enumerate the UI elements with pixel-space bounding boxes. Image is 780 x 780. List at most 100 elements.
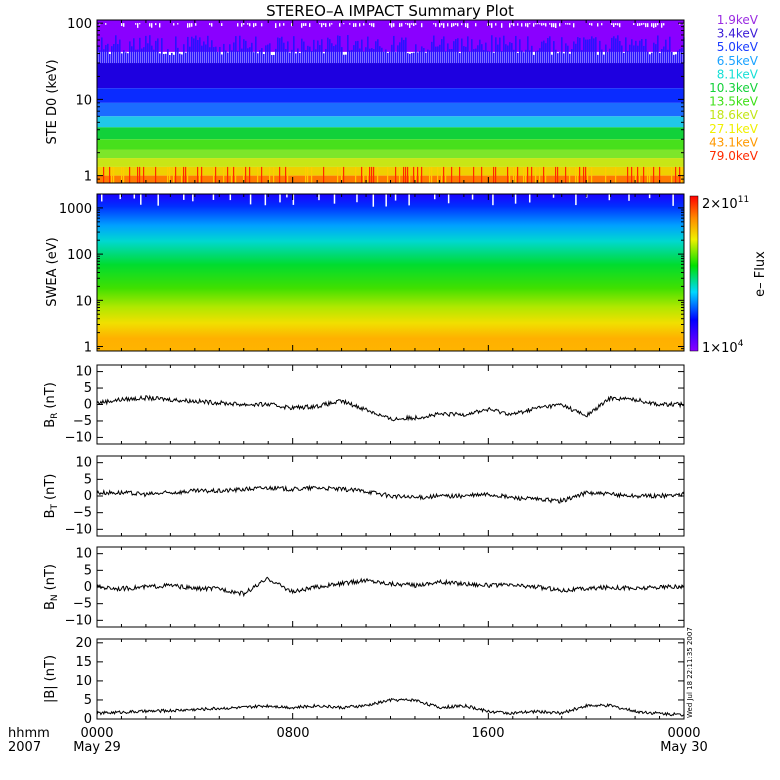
ste-spike bbox=[365, 47, 367, 64]
ste-spike bbox=[347, 35, 349, 64]
ste-spike bbox=[337, 35, 339, 64]
ste-spike bbox=[407, 23, 409, 26]
ste-spike bbox=[649, 166, 651, 183]
swea-gap bbox=[372, 194, 375, 207]
ste-spike bbox=[103, 166, 105, 183]
ste-spike bbox=[105, 45, 107, 64]
ste-spike bbox=[269, 166, 271, 183]
ste-spike bbox=[551, 23, 553, 28]
ste-spike bbox=[555, 166, 557, 183]
ste-spike bbox=[295, 53, 297, 64]
ste-spike bbox=[325, 48, 327, 64]
ste-spike bbox=[655, 44, 657, 64]
ste-spike bbox=[519, 39, 521, 64]
ste-spike bbox=[443, 166, 445, 183]
ste-spike bbox=[361, 39, 363, 64]
xtick-0000-end: 0000 bbox=[667, 726, 700, 741]
ste-spike bbox=[523, 52, 525, 64]
ste-spike bbox=[109, 54, 111, 64]
ste-spike bbox=[515, 35, 517, 64]
ste-spike bbox=[637, 23, 639, 27]
ste-spike bbox=[371, 166, 373, 183]
ste-spike bbox=[245, 166, 247, 183]
ste-spike bbox=[681, 166, 683, 183]
ste-spike bbox=[435, 23, 437, 27]
ste-spike bbox=[589, 39, 591, 64]
ste-spike bbox=[363, 23, 365, 26]
ste-band bbox=[97, 158, 684, 167]
ste-spike bbox=[301, 23, 303, 28]
br-series-line bbox=[96, 394, 685, 422]
ste-spike bbox=[489, 23, 491, 26]
ste-spike bbox=[607, 51, 609, 64]
ste-spike bbox=[369, 23, 371, 25]
ste-spike bbox=[525, 49, 527, 64]
colorbar-label: e– Flux bbox=[753, 251, 768, 297]
ste-spike bbox=[259, 50, 261, 64]
ste-spike bbox=[241, 48, 243, 64]
ste-spike bbox=[597, 23, 599, 27]
ste-spike bbox=[107, 43, 109, 64]
xtick-1600: 1600 bbox=[471, 726, 504, 741]
ste-spike bbox=[631, 166, 633, 183]
ste-spike bbox=[121, 166, 123, 183]
ste-spike bbox=[381, 47, 383, 64]
ste-spike bbox=[137, 166, 139, 183]
swea-gap bbox=[119, 194, 121, 200]
swea-gap bbox=[212, 194, 215, 200]
ste-spike bbox=[471, 39, 473, 64]
ste-spike bbox=[653, 166, 655, 183]
swea-gap bbox=[318, 194, 320, 201]
ste-spike bbox=[527, 36, 529, 64]
ste-spike bbox=[413, 52, 415, 64]
swea-gap bbox=[101, 194, 103, 202]
ste-spike bbox=[377, 39, 379, 64]
ste-spike bbox=[353, 23, 355, 27]
ste-spike bbox=[415, 23, 417, 25]
ste-spike bbox=[573, 23, 575, 28]
energy-channel-label: 18.6keV bbox=[709, 108, 759, 122]
ste-spike bbox=[399, 23, 401, 28]
ste-spike bbox=[663, 23, 665, 26]
ste-spike bbox=[455, 39, 457, 64]
ste-spike bbox=[535, 23, 537, 25]
ste-spike bbox=[315, 49, 317, 64]
ste-spike bbox=[679, 23, 681, 25]
ste-spike bbox=[213, 47, 215, 64]
ste-spike bbox=[177, 23, 179, 25]
ste-spike bbox=[513, 166, 515, 183]
ste-spike bbox=[255, 36, 257, 64]
ste-spike bbox=[593, 38, 595, 64]
ste-spike bbox=[479, 39, 481, 64]
ste-spike bbox=[547, 38, 549, 64]
ste-band bbox=[97, 139, 684, 150]
ste-spike bbox=[321, 23, 323, 28]
ste-spike bbox=[493, 166, 495, 183]
ste-spike bbox=[171, 52, 173, 64]
ste-spike bbox=[183, 44, 185, 64]
bmag-frame bbox=[96, 638, 685, 720]
ste-spike bbox=[199, 37, 201, 64]
ste-spike bbox=[411, 23, 413, 25]
ste-spike bbox=[97, 45, 99, 64]
ste-spike bbox=[253, 23, 255, 28]
ste-spike bbox=[281, 36, 283, 64]
ste-spike bbox=[383, 51, 385, 64]
ste-spike bbox=[123, 23, 125, 27]
ste-spike bbox=[309, 23, 311, 27]
ste-spike bbox=[195, 35, 197, 64]
ste-spike bbox=[299, 52, 301, 64]
ste-spike bbox=[537, 50, 539, 64]
swea-gap bbox=[140, 194, 142, 205]
ste-spike bbox=[99, 50, 101, 64]
ste-spike bbox=[393, 23, 395, 27]
ste-spike bbox=[651, 52, 653, 64]
ste-spike bbox=[453, 23, 455, 27]
ste-spike bbox=[291, 49, 293, 64]
y-tick-label: −10 bbox=[65, 522, 92, 537]
ste-spike bbox=[675, 54, 677, 64]
ste-spike bbox=[425, 52, 427, 64]
swea-gap bbox=[133, 194, 136, 199]
ste-spike bbox=[113, 166, 115, 183]
ste-spike bbox=[417, 166, 419, 183]
